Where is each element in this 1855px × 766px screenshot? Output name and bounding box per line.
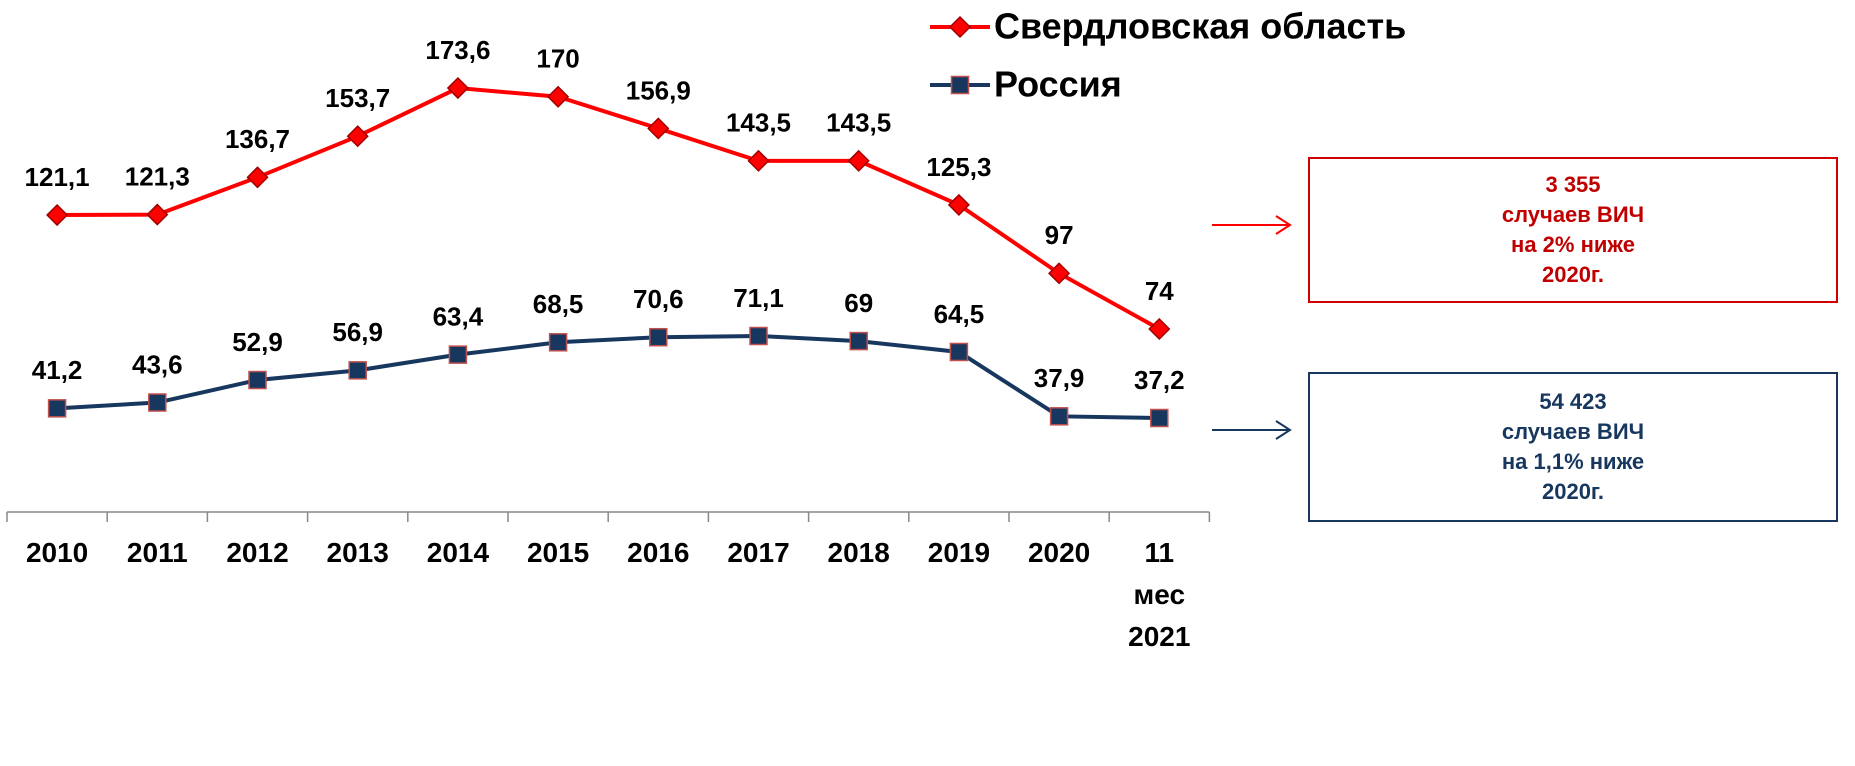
x-tick-label: 2010	[25, 537, 89, 568]
data-label: 68,5	[533, 289, 584, 319]
point	[146, 203, 169, 226]
x-tick-label: 2020	[1027, 537, 1091, 568]
point	[47, 399, 67, 418]
data-label: 70,6	[633, 284, 684, 314]
x-tick-label: 2019	[927, 537, 991, 568]
data-label: 69	[844, 288, 873, 318]
data-label: 173,6	[425, 35, 490, 65]
annotation-box: 3 355 случаев ВИЧ на 2% ниже 2020г.	[1308, 157, 1838, 303]
x-tick-label: 2012	[226, 537, 289, 568]
arrow-head	[1275, 420, 1292, 440]
x-tick-label: 2015	[526, 537, 590, 568]
data-label: 136,7	[225, 124, 290, 154]
point	[547, 85, 570, 108]
x-tick-label: 2013	[326, 537, 389, 568]
data-label: 97	[1045, 220, 1074, 250]
annotation-line: 3 355	[1545, 172, 1601, 197]
data-label: 37,2	[1134, 365, 1185, 395]
data-label: 156,9	[626, 75, 691, 105]
x-tick-label: 2018	[827, 537, 890, 568]
x-tick-label: 2011	[126, 537, 188, 568]
data-label: 63,4	[433, 302, 484, 332]
series-line	[57, 86, 1161, 331]
data-label: 41,2	[32, 355, 83, 385]
point	[1049, 407, 1069, 426]
point	[647, 117, 670, 140]
point	[749, 326, 768, 346]
data-label: 52,9	[232, 327, 283, 357]
point	[346, 125, 369, 148]
data-label: 121,1	[25, 162, 90, 192]
data-label: 153,7	[325, 83, 390, 113]
point	[246, 166, 269, 189]
legend-label: Свердловская область	[994, 6, 1406, 47]
point	[947, 193, 970, 216]
data-label: 74	[1145, 276, 1174, 306]
point	[248, 370, 267, 390]
x-tick-label: 11 мес 2021	[1128, 537, 1191, 652]
data-label: 121,3	[125, 161, 190, 191]
arrow-head	[1275, 215, 1292, 235]
annotation-line: 54 423	[1539, 389, 1607, 414]
annotation-line: 2020г.	[1541, 479, 1604, 504]
point	[949, 342, 969, 362]
point	[1048, 262, 1071, 285]
annotation-line: на 1,1% ниже	[1501, 449, 1645, 474]
point	[148, 393, 167, 412]
x-tick-label: 2014	[426, 537, 490, 568]
data-label: 37,9	[1034, 363, 1085, 393]
annotation-line: случаев ВИЧ	[1501, 419, 1645, 444]
data-label: 43,6	[132, 349, 183, 379]
x-tick-label: 2017	[727, 537, 790, 568]
point	[1150, 408, 1169, 428]
point	[849, 331, 868, 351]
point	[747, 149, 770, 172]
point	[548, 333, 568, 352]
legend-item: Россия	[930, 64, 1122, 105]
legend-marker	[948, 15, 972, 39]
data-label: 125,3	[926, 152, 991, 182]
point	[448, 345, 468, 364]
series-line	[56, 334, 1160, 421]
data-label: 71,1	[733, 283, 784, 313]
data-label: 143,5	[826, 108, 891, 138]
point	[348, 361, 367, 380]
point	[649, 327, 668, 347]
point	[46, 203, 69, 227]
annotation-line: на 2% ниже	[1511, 232, 1635, 257]
legend-label: Россия	[994, 64, 1122, 105]
data-label: 64,5	[934, 299, 985, 329]
data-label: 56,9	[332, 317, 383, 347]
annotation-box: 54 423 случаев ВИЧ на 1,1% ниже 2020г.	[1308, 372, 1838, 522]
annotation-line: 2020г.	[1541, 262, 1604, 287]
data-label: 143,5	[726, 108, 791, 138]
x-tick-label: 2016	[627, 537, 690, 568]
point	[446, 76, 469, 100]
annotation-line: случаев ВИЧ	[1501, 202, 1645, 227]
point	[1148, 317, 1171, 341]
data-label: 170	[536, 44, 579, 74]
legend-marker	[950, 75, 970, 95]
point	[847, 149, 870, 172]
legend-item: Свердловская область	[930, 6, 1406, 47]
